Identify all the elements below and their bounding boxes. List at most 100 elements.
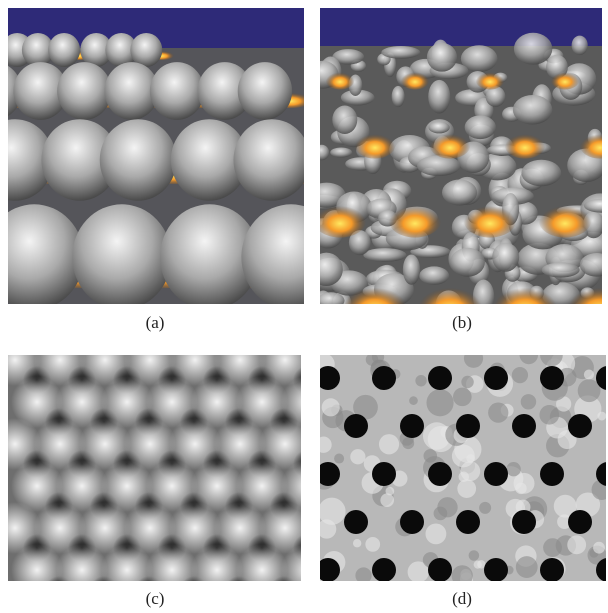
texture [416,155,461,177]
texture [485,86,506,107]
texture [402,254,421,285]
texture [130,33,163,67]
texture [372,558,396,581]
texture [456,414,480,438]
texture [191,544,243,581]
panel-label: (d) [452,589,472,608]
texture [596,366,606,390]
texture [568,510,592,534]
texture [540,558,564,581]
texture [550,70,580,90]
texture [538,202,592,238]
texture [512,510,536,534]
texture [583,198,602,213]
texture [101,544,153,581]
texture [281,376,301,428]
texture [539,405,560,425]
texture [320,436,332,453]
texture [350,449,366,465]
texture [512,414,536,438]
texture [596,462,606,486]
texture [72,204,172,304]
texture [553,494,577,518]
texture [417,283,483,304]
panel-b-image [320,8,602,304]
texture [281,460,301,512]
texture [340,89,375,106]
panel-label: (a) [146,313,165,332]
panel-d-image [320,355,606,581]
texture [426,42,458,72]
texture [461,375,474,389]
texture [363,248,407,262]
texture [426,389,454,417]
texture [415,375,427,387]
texture [407,561,429,581]
texture [428,558,452,581]
texture [484,366,508,390]
texture [8,119,54,201]
texture [468,550,480,561]
texture [236,544,288,581]
texture [365,536,381,552]
texture [21,33,54,67]
texture [380,493,395,508]
texture [515,482,527,495]
texture [378,434,400,455]
texture [512,95,553,125]
texture [540,355,563,367]
texture [568,414,592,438]
texture [348,230,371,256]
texture [388,202,442,238]
texture [520,394,537,410]
texture [353,394,378,420]
texture [464,115,496,140]
texture [149,62,205,120]
texture [352,539,362,548]
texture [57,62,112,120]
texture [48,33,81,67]
panel-label: (c) [146,589,165,608]
texture [410,245,451,258]
texture [233,119,304,201]
texture [441,179,478,206]
texture [521,159,562,187]
texture [344,414,368,438]
texture [355,567,372,581]
texture [302,150,304,170]
texture [400,414,424,438]
texture [515,556,538,578]
texture [511,366,529,384]
texture [11,544,63,581]
texture [321,398,340,417]
texture [354,131,396,159]
texture [541,262,580,278]
texture [320,558,340,581]
texture [596,558,606,581]
texture [320,462,340,486]
texture [450,247,485,277]
texture [475,70,505,90]
texture [567,283,602,304]
texture [391,85,405,108]
texture [320,144,330,161]
texture [409,396,418,405]
texture [466,454,476,463]
texture [463,202,517,238]
texture [105,33,138,67]
texture [402,437,415,450]
panel-label: (b) [452,313,472,332]
texture [567,535,587,555]
texture [41,119,119,201]
texture [237,62,293,120]
texture [344,510,368,534]
texture [197,62,252,120]
texture [334,453,345,464]
texture [484,558,508,581]
texture [332,105,358,134]
texture [320,292,345,304]
texture [519,355,539,365]
texture [170,119,248,201]
texture [428,121,450,134]
